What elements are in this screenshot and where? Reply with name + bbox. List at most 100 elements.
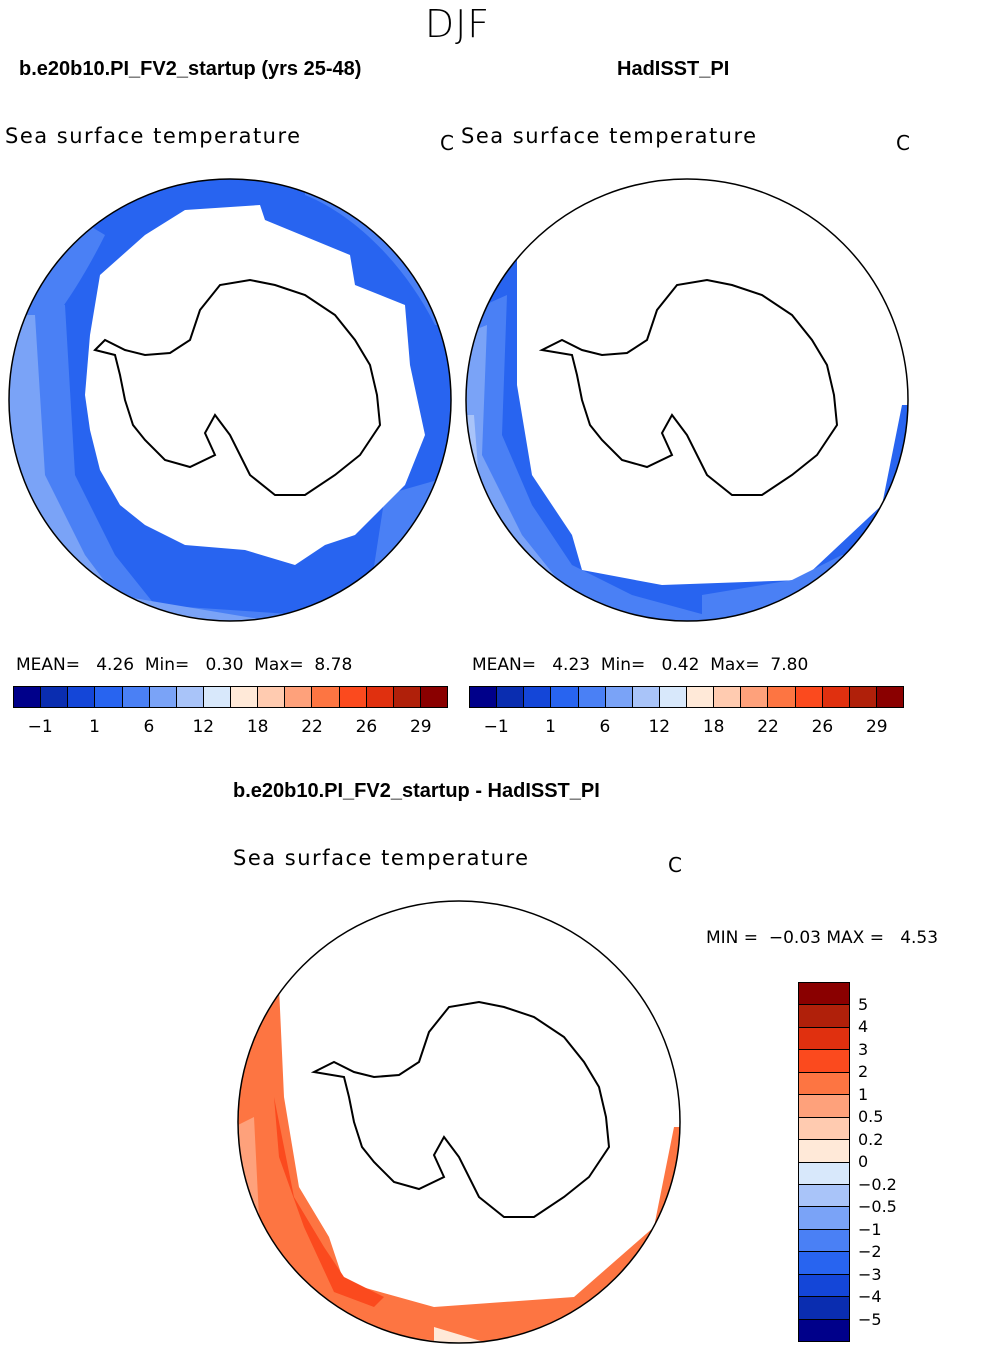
model-colorbar-swatch (122, 687, 150, 707)
model-mean-value: 4.26 (96, 655, 135, 675)
obs-colorbar-swatch (524, 687, 552, 707)
model-map-boundary (8, 178, 452, 622)
diff-colorbar-swatch (799, 1095, 849, 1118)
obs-colorbar-swatch (605, 687, 633, 707)
obs-colorbar-swatch (578, 687, 606, 707)
obs-map-boundary (465, 178, 909, 622)
obs-antarctica-coastline (538, 278, 839, 496)
model-colorbar-tick-label: 12 (192, 717, 215, 737)
obs-colorbar-tick-label: 1 (545, 717, 556, 737)
diff-max-label: MAX = (826, 928, 884, 948)
model-colorbar-swatch (231, 687, 259, 707)
model-colorbar-swatch (393, 687, 421, 707)
model-antarctica-coastline (93, 278, 382, 496)
obs-units-label: C (896, 131, 910, 155)
obs-colorbar-tick-label: 18 (702, 717, 725, 737)
diff-colorbar-swatch (799, 1229, 849, 1253)
diff-colorbar-swatch (799, 1184, 849, 1208)
diff-colorbar-tick-label: −3 (858, 1264, 882, 1284)
diff-colorbar-tick-label: 0.5 (858, 1107, 884, 1126)
model-units-label: C (440, 131, 454, 155)
model-colorbar-swatch (203, 687, 231, 707)
obs-colorbar-ticks: −1 1 6 12 18 22 26 29 (469, 717, 904, 739)
obs-colorbar-tick-label: −1 (483, 717, 509, 737)
obs-colorbar (469, 686, 904, 708)
model-variable-label: Sea surface temperature (5, 124, 302, 148)
obs-colorbar-swatch (741, 687, 769, 707)
diff-map-boundary (237, 900, 681, 1344)
obs-colorbar-swatch (714, 687, 742, 707)
obs-min-value: 0.42 (661, 655, 700, 675)
diff-min-value: −0.03 (768, 928, 821, 948)
model-sst-fill-band-6-9 (9, 315, 305, 621)
model-colorbar-swatch (68, 687, 96, 707)
model-colorbar (13, 686, 448, 708)
diff-colorbar-swatch (799, 1072, 849, 1096)
obs-min-label: Min= (600, 655, 646, 675)
obs-colorbar-swatch (659, 687, 687, 707)
model-colorbar-swatch (339, 687, 367, 707)
obs-panel-title: HadISST_PI (617, 58, 730, 80)
obs-variable-label: Sea surface temperature (461, 124, 758, 148)
model-colorbar-ticks: −1 1 6 12 18 22 26 29 (13, 717, 448, 739)
diff-colorbar-swatch (799, 1252, 849, 1275)
diff-colorbar-tick-label: 5 (858, 994, 869, 1014)
diff-colorbar-swatch (799, 1274, 849, 1298)
model-colorbar-tick-label: 29 (409, 717, 432, 737)
diff-colorbar-ticks: 5 4 3 2 1 0.5 0.2 0 −0.2 −0.5 −1 −2 −3 −4 −5 (858, 982, 918, 1342)
diff-colorbar-tick-label: −0.2 (858, 1174, 897, 1194)
model-colorbar-swatch (41, 687, 69, 707)
diff-variable-label: Sea surface temperature (233, 846, 530, 870)
obs-colorbar-tick-label: 6 (599, 717, 611, 737)
model-colorbar-swatch (366, 687, 394, 707)
obs-colorbar-tick-label: 22 (757, 717, 779, 737)
diff-colorbar (798, 982, 850, 1342)
model-colorbar-tick-label: 18 (246, 717, 269, 737)
diff-colorbar-swatch (799, 983, 849, 1006)
diff-antarctica-coastline (310, 1000, 611, 1218)
obs-colorbar-tick-label: 12 (648, 717, 671, 737)
diff-colorbar-swatch (799, 1027, 849, 1051)
obs-colorbar-swatch (822, 687, 850, 707)
obs-colorbar-swatch (849, 687, 877, 707)
obs-colorbar-tick-label: 26 (811, 717, 834, 737)
diff-colorbar-tick-label: −5 (858, 1309, 882, 1329)
model-sea-ice-mask (85, 205, 425, 565)
model-colorbar-swatch (95, 687, 123, 707)
model-max-value: 8.78 (314, 655, 353, 675)
obs-colorbar-swatch (876, 687, 903, 707)
diff-colorbar-tick-label: −0.5 (858, 1197, 897, 1216)
obs-mean-value: 4.23 (552, 655, 591, 675)
model-stats: MEAN= 4.26 Min= 0.30 Max= 8.78 (16, 655, 352, 675)
diff-colorbar-swatch (799, 1117, 849, 1141)
diff-fill-band-2-3 (274, 1097, 384, 1307)
model-colorbar-swatch (258, 687, 286, 707)
obs-stats: MEAN= 4.23 Min= 0.42 Max= 7.80 (472, 655, 808, 675)
obs-colorbar-tick-label: 29 (865, 717, 888, 737)
model-colorbar-tick-label: 6 (143, 717, 155, 737)
diff-colorbar-swatch (799, 1050, 849, 1073)
diff-min-label: MIN = (706, 928, 759, 948)
diff-stats: MIN = −0.03 MAX = 4.53 (706, 928, 938, 948)
diff-colorbar-tick-label: −4 (858, 1287, 882, 1306)
model-colorbar-swatch (312, 687, 340, 707)
diff-colorbar-tick-label: 0.2 (858, 1129, 884, 1149)
diff-colorbar-swatch (799, 1207, 849, 1230)
model-colorbar-swatch (14, 687, 42, 707)
season-title: DJF (424, 2, 491, 46)
diff-colorbar-tick-label: 2 (858, 1062, 869, 1081)
diff-colorbar-tick-label: 4 (858, 1017, 869, 1036)
obs-mean-label: MEAN= (472, 655, 536, 675)
obs-colorbar-swatch (795, 687, 823, 707)
obs-max-value: 7.80 (770, 655, 809, 675)
model-colorbar-swatch (149, 687, 177, 707)
diff-colorbar-tick-label: 0 (858, 1152, 869, 1171)
model-min-value: 0.30 (205, 655, 244, 675)
model-max-label: Max= (254, 655, 304, 675)
diff-colorbar-swatch (799, 1140, 849, 1163)
diff-colorbar-tick-label: −1 (858, 1219, 882, 1239)
model-colorbar-tick-label: 26 (355, 717, 378, 737)
diff-max-value: 4.53 (900, 928, 939, 948)
diff-colorbar-swatch (799, 1005, 849, 1028)
diff-colorbar-tick-label: −2 (858, 1242, 882, 1261)
